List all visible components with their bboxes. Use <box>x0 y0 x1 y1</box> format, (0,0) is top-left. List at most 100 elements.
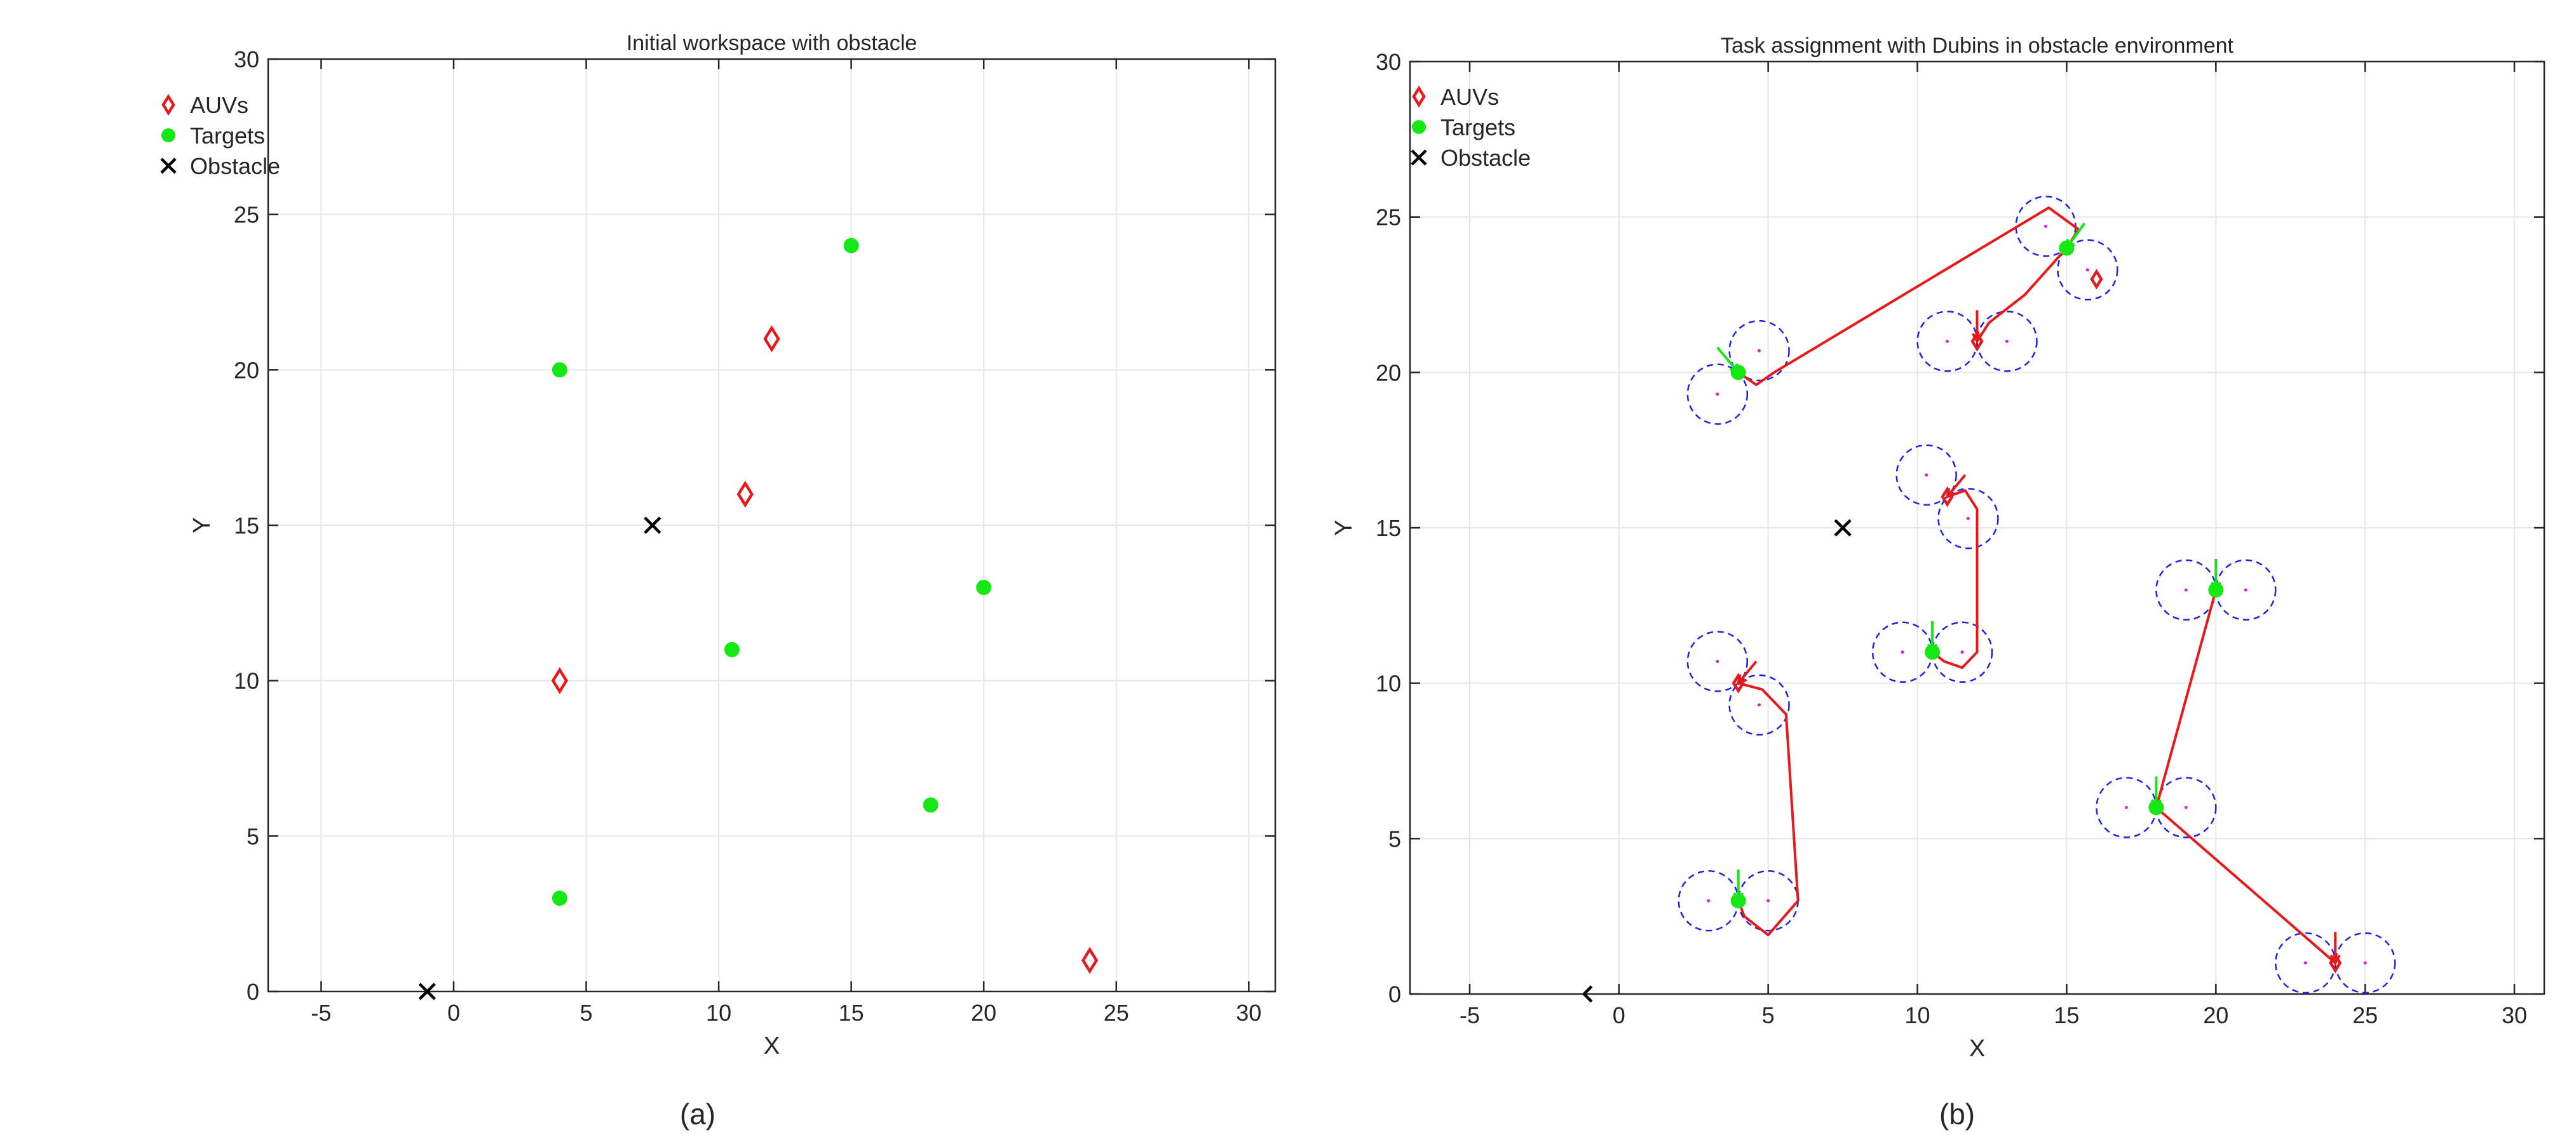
turning-circle <box>1931 621 1993 683</box>
x-tick-label: 25 <box>2352 1002 2378 1028</box>
auv-marker <box>2090 269 2103 290</box>
target-marker <box>1730 893 1746 909</box>
legend-label: Targets <box>190 123 265 149</box>
y-tick-label: 30 <box>1376 49 1401 75</box>
auv-marker <box>1732 673 1745 694</box>
target-marker <box>976 579 992 595</box>
chart-panel-1: -5 0 5 10 15 20 25 30 0 5 10 15 20 25 30 Initial worksp… <box>160 31 1277 1059</box>
y-tick-label: 15 <box>1376 515 1401 541</box>
y-tick-label: 20 <box>234 357 259 383</box>
legend-swatch-targets <box>1412 120 1426 134</box>
auv-marker <box>2329 952 2342 974</box>
y-tick-label: 0 <box>247 979 259 1005</box>
auv-marker <box>1970 331 1984 352</box>
y-tick-label: 15 <box>234 513 259 539</box>
x-tick-label: 15 <box>839 1000 864 1026</box>
x-tick-label: 30 <box>2502 1002 2527 1028</box>
x-tick-label: 20 <box>2203 1002 2228 1028</box>
turning-circle-center <box>1716 393 1719 396</box>
target-marker <box>552 362 567 378</box>
turning-circle-center <box>1758 703 1761 707</box>
chart-title: Task assignment with Dubins in obstacle … <box>1721 34 2234 58</box>
x-tick-label: 25 <box>1104 1000 1129 1026</box>
target-marker <box>2148 800 2164 816</box>
legend-label: Targets <box>1441 114 1515 140</box>
turning-circle-center <box>1707 899 1711 903</box>
turning-circle <box>1686 631 1749 692</box>
target-marker <box>2059 240 2075 256</box>
chart-title: Initial workspace with obstacle <box>627 31 917 55</box>
turning-circle <box>1686 363 1749 425</box>
target-marker <box>552 890 567 906</box>
turning-circle-center <box>2005 339 2009 343</box>
turning-circle <box>2334 932 2396 994</box>
turning-circle <box>2215 559 2277 621</box>
y-tick-label: 30 <box>234 46 259 72</box>
turning-circle-center <box>2044 224 2048 228</box>
auv-marker <box>763 325 780 353</box>
x-tick-label: 20 <box>971 1000 996 1026</box>
turning-circle-center <box>2303 961 2307 965</box>
caption-a: (a) <box>680 1098 715 1131</box>
caption-b: (b) <box>1939 1098 1975 1131</box>
x-tick-label: -5 <box>1460 1002 1480 1028</box>
turning-circle-center <box>2085 268 2089 272</box>
turning-circle-center <box>2184 588 2188 592</box>
turning-circle <box>1937 488 1999 549</box>
obstacle-marker <box>644 516 661 534</box>
legend-swatch-targets <box>161 128 175 142</box>
auv-marker <box>551 667 569 694</box>
turning-circle <box>1895 444 1957 506</box>
turning-circle-center <box>2363 961 2367 965</box>
turning-circle <box>1728 674 1790 736</box>
turning-circle-center <box>1758 349 1761 353</box>
x-tick-label: 5 <box>580 1000 593 1026</box>
turning-circle-center <box>1925 473 1929 477</box>
x-tick-label: 10 <box>706 1000 731 1026</box>
y-tick-label: 25 <box>234 202 259 228</box>
x-axis-label: X <box>1969 1035 1985 1062</box>
y-tick-label: 5 <box>247 823 259 849</box>
legend-label: Obstacle <box>190 153 280 179</box>
target-marker <box>2208 582 2224 598</box>
legend-label: AUVs <box>1441 84 1499 110</box>
target-marker <box>1925 644 1941 660</box>
obstacle-marker-edge <box>1582 985 1593 1003</box>
turning-circle-center <box>1716 659 1719 663</box>
target-marker <box>923 797 939 813</box>
obstacle-marker <box>418 983 436 1000</box>
turning-circle-center <box>2124 805 2128 809</box>
x-tick-label: 0 <box>447 1000 460 1026</box>
turning-circle <box>2155 777 2217 838</box>
auv-marker <box>1941 486 1954 507</box>
turning-circle-center <box>2184 805 2188 809</box>
auv-marker <box>736 480 754 508</box>
x-tick-label: -5 <box>311 1000 331 1026</box>
chart-panel-2: -5 0 5 10 15 20 25 30 0 5 10 15 20 25 30 Task assignmen… <box>1331 34 2545 1062</box>
x-tick-label: 0 <box>1613 1002 1625 1028</box>
dubins-path <box>1737 682 1800 937</box>
x-tick-label: 30 <box>1236 1000 1261 1026</box>
y-axis-label: Y <box>1331 520 1357 535</box>
x-axis-label: X <box>764 1033 780 1059</box>
dubins-path <box>2155 588 2337 965</box>
dubins-path <box>1931 489 1979 669</box>
legend-swatch-obstacle <box>1411 149 1427 166</box>
turning-circle-center <box>1960 650 1964 654</box>
turning-circle-center <box>1901 650 1904 654</box>
y-tick-label: 20 <box>1376 359 1401 386</box>
auv-marker <box>1081 946 1099 974</box>
dubins-path <box>1976 246 2068 343</box>
legend-swatch-obstacle <box>160 158 177 174</box>
turning-circle-center <box>1966 516 1970 520</box>
y-tick-label: 10 <box>1376 671 1401 697</box>
x-tick-label: 5 <box>1762 1002 1775 1028</box>
legend-swatch-auvs <box>161 93 175 116</box>
legend-label: AUVs <box>190 92 248 118</box>
x-tick-label: 15 <box>2054 1002 2079 1028</box>
turning-circle-center <box>1766 899 1770 903</box>
legend-swatch-auvs <box>1412 85 1426 108</box>
y-tick-label: 0 <box>1388 981 1401 1007</box>
y-tick-label: 25 <box>1376 205 1401 231</box>
